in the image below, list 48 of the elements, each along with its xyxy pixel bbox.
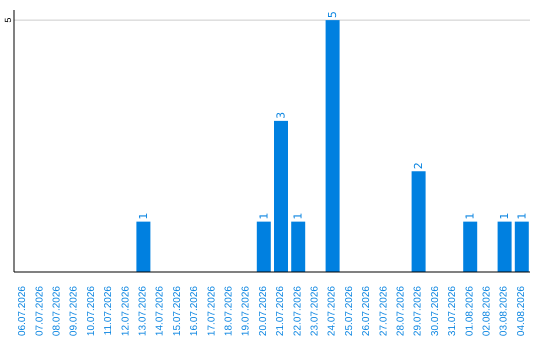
x-tick-label: 24.07.2026	[326, 286, 338, 336]
bar	[514, 222, 529, 272]
x-tick-label: 29.07.2026	[412, 286, 424, 336]
bar	[412, 171, 426, 272]
x-tick-label: 11.07.2026	[103, 286, 114, 336]
x-tick-label: 17.07.2026	[206, 286, 218, 336]
x-tick-label: 16.07.2026	[189, 286, 200, 336]
x-tick-label: 22.07.2026	[292, 286, 304, 336]
data-label: 1	[464, 212, 477, 220]
bar	[256, 222, 271, 272]
bar	[291, 222, 306, 272]
x-tick-label: 20.07.2026	[258, 286, 269, 336]
x-tick-label: 07.07.2026	[34, 286, 46, 336]
x-tick-label: 28.07.2026	[396, 286, 406, 336]
x-tick-label: 14.07.2026	[154, 286, 166, 336]
bar	[463, 222, 478, 272]
x-tick-label: 03.08.2026	[498, 286, 510, 336]
bar	[136, 222, 150, 272]
x-tick-label: 31.07.2026	[447, 286, 458, 336]
x-tick-label: 26.07.2026	[361, 286, 372, 336]
data-label: 1	[498, 212, 512, 220]
x-tick-label: 27.07.2026	[378, 286, 390, 336]
x-tick-label: 13.07.2026	[138, 286, 148, 336]
data-label: 1	[515, 212, 528, 220]
data-label: 2	[412, 162, 426, 170]
x-tick-label: 10.07.2026	[86, 286, 97, 336]
x-tick-label: 18.07.2026	[224, 286, 234, 336]
bar	[498, 222, 512, 272]
x-tick-label: 12.07.2026	[120, 286, 132, 336]
x-tick-label: 19.07.2026	[240, 286, 252, 336]
x-tick-label: 04.08.2026	[516, 286, 527, 336]
x-tick-label: 15.07.2026	[172, 286, 183, 336]
data-label: 1	[292, 212, 305, 220]
bar	[326, 20, 340, 272]
data-label: 3	[274, 112, 288, 119]
x-tick-label: 23.07.2026	[310, 286, 320, 336]
x-tick-label: 01.08.2026	[464, 286, 476, 336]
x-tick-label: 02.08.2026	[482, 286, 492, 336]
x-tick-label: 21.07.2026	[275, 286, 286, 336]
data-label: 1	[257, 212, 270, 220]
bar	[274, 120, 288, 272]
x-tick-label: 08.07.2026	[52, 286, 62, 336]
x-tick-label: 30.07.2026	[430, 286, 441, 336]
x-tick-label: 06.07.2026	[17, 286, 28, 336]
data-label: 5	[326, 11, 340, 18]
data-label: 1	[136, 212, 150, 220]
x-tick-label: 09.07.2026	[68, 286, 80, 336]
x-tick-label: 25.07.2026	[344, 286, 355, 336]
